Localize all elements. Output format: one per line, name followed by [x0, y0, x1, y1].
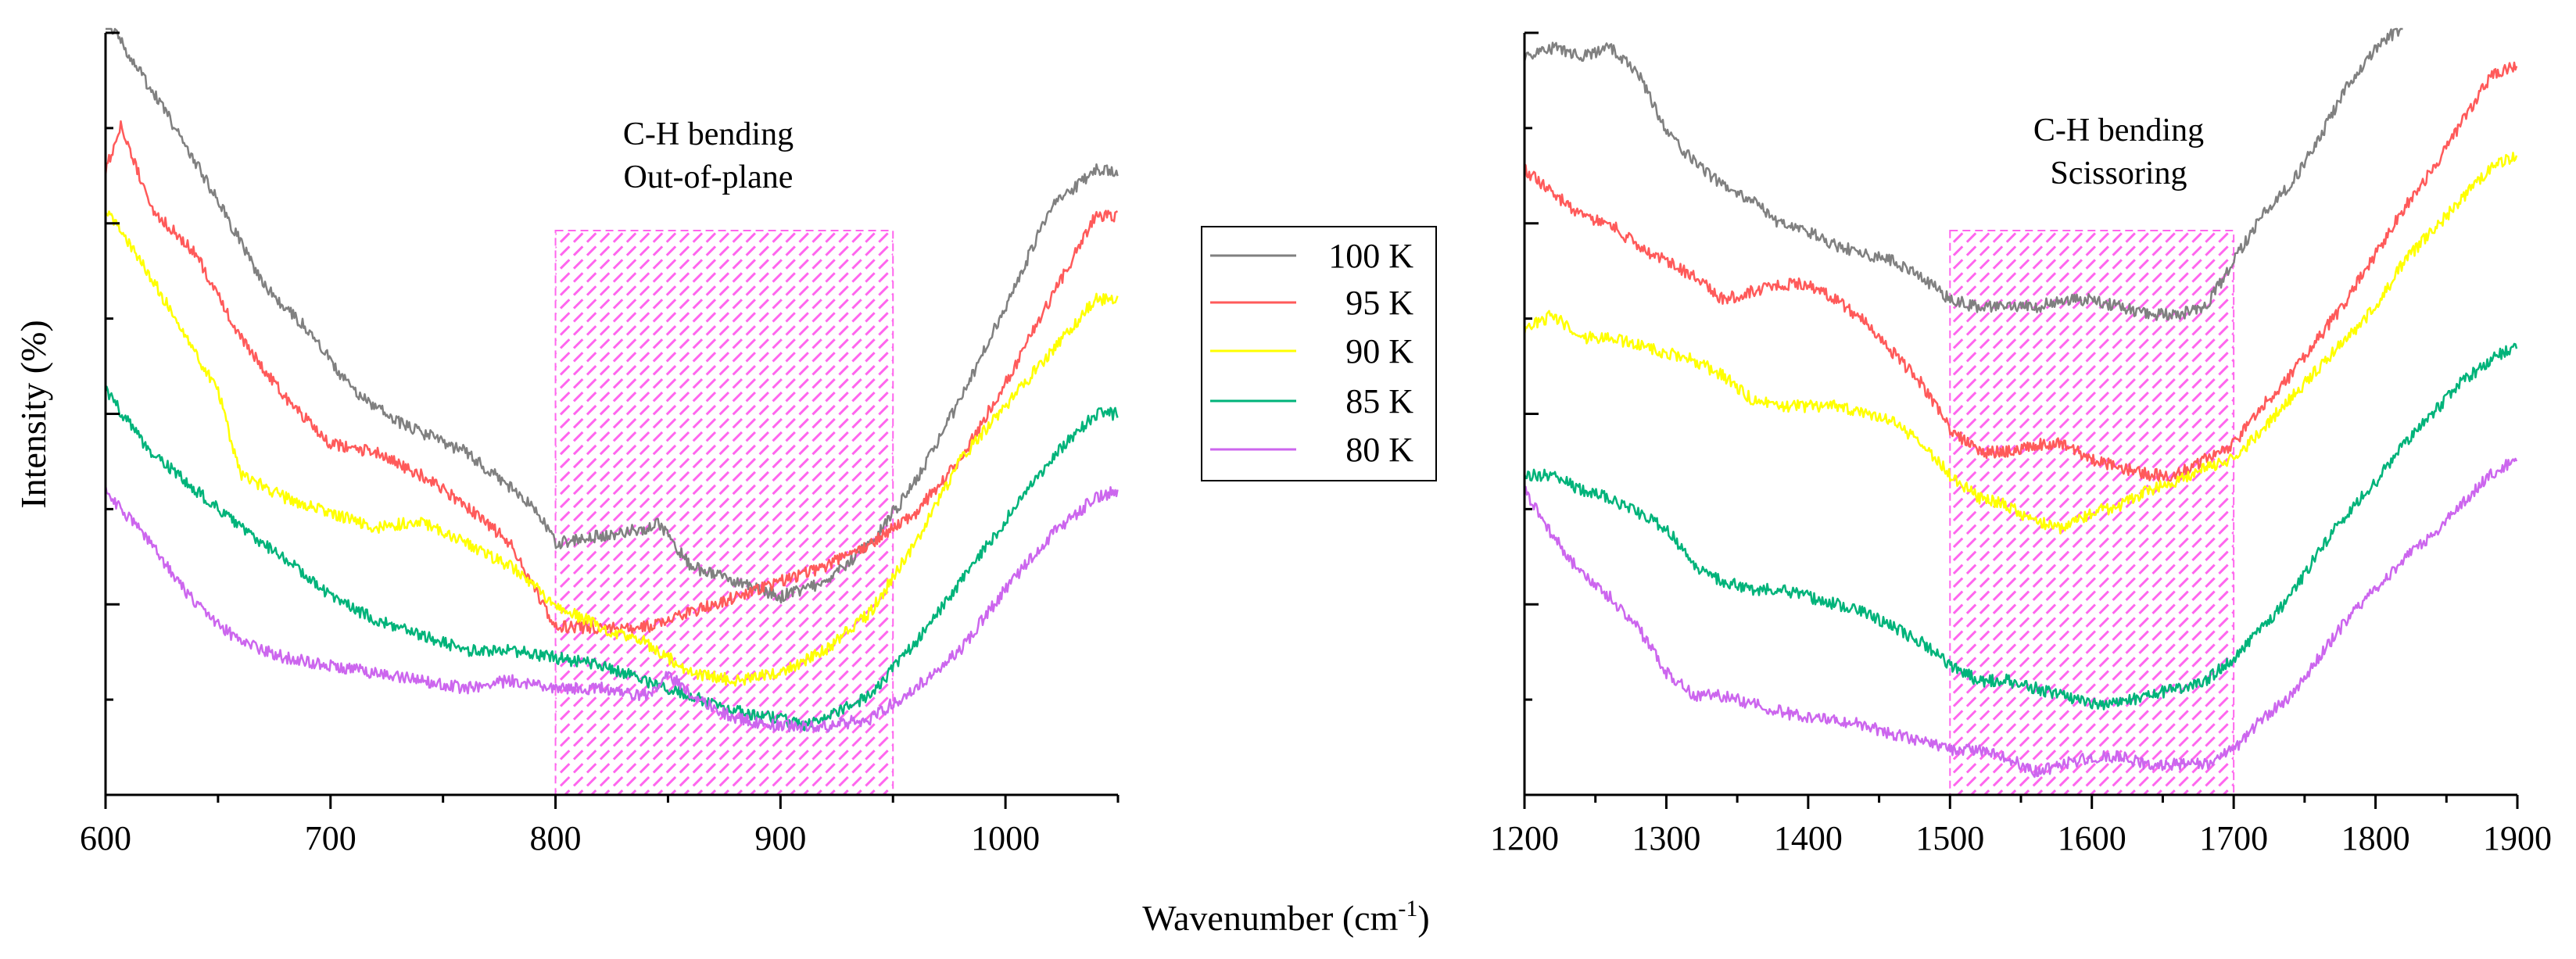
series-line-90k-panel0 — [104, 210, 1119, 687]
series-line-100k-panel0 — [106, 27, 1119, 604]
legend-label-95k: 95 K — [1345, 284, 1413, 322]
y-axis-title: Intensity (%) — [13, 320, 53, 508]
x-tick-label-1900: 1900 — [2483, 819, 2552, 857]
series-line-95k-panel1 — [1524, 61, 2518, 482]
legend-label-80k: 80 K — [1345, 431, 1413, 469]
left-annotation-line1: C-H bending — [623, 116, 794, 152]
x-tick-label-1500: 1500 — [1915, 819, 1984, 857]
legend: 100 K 95 K 90 K 85 K 80 K — [1201, 226, 1437, 481]
highlight-band-1 — [1949, 230, 2235, 796]
series-line-85k-panel1 — [1523, 342, 2518, 710]
legend-label-100k: 100 K — [1328, 237, 1413, 275]
x-tick-label-1200: 1200 — [1490, 819, 1559, 857]
x-axis-title: Wavenumber (cm-1) — [1142, 896, 1429, 938]
x-tick-label-1000: 1000 — [971, 819, 1040, 857]
legend-label-90k: 90 K — [1345, 332, 1413, 370]
legend-box — [1201, 226, 1437, 481]
right-annotation-line1: C-H bending — [2033, 113, 2204, 149]
series-line-95k-panel0 — [104, 120, 1119, 635]
x-tick-label-800: 800 — [530, 819, 582, 857]
series-line-100k-panel1 — [1523, 27, 2403, 321]
series-line-80k-panel0 — [104, 485, 1119, 733]
x-tick-label-600: 600 — [80, 819, 131, 857]
x-axis-title-superscript: -1 — [1398, 896, 1417, 921]
series-line-85k-panel0 — [104, 385, 1119, 732]
x-axis-title-suffix: ) — [1417, 898, 1429, 938]
x-tick-label-1800: 1800 — [2341, 819, 2410, 857]
right-annotation-line2: Scissoring — [2050, 156, 2187, 191]
x-tick-label-1600: 1600 — [2058, 819, 2126, 857]
left-annotation-line2: Out-of-plane — [624, 159, 794, 195]
x-tick-label-1300: 1300 — [1632, 819, 1700, 857]
x-tick-label-900: 900 — [754, 819, 806, 857]
left-panel: C-H bending Out-of-plane 600 700 800 900 100… — [80, 27, 1120, 857]
x-tick-label-700: 700 — [305, 819, 356, 857]
x-axis-title-main: Wavenumber (cm — [1142, 898, 1398, 938]
x-tick-label-1700: 1700 — [2199, 819, 2268, 857]
x-tick-label-1400: 1400 — [1774, 819, 1843, 857]
series-line-90k-panel1 — [1523, 152, 2518, 535]
right-panel: C-H bending Scissoring 1200 1300 1400 1500 1… — [1490, 27, 2552, 857]
legend-label-85k: 85 K — [1345, 382, 1413, 420]
highlight-band-0 — [554, 230, 894, 796]
series-line-80k-panel1 — [1523, 457, 2518, 778]
